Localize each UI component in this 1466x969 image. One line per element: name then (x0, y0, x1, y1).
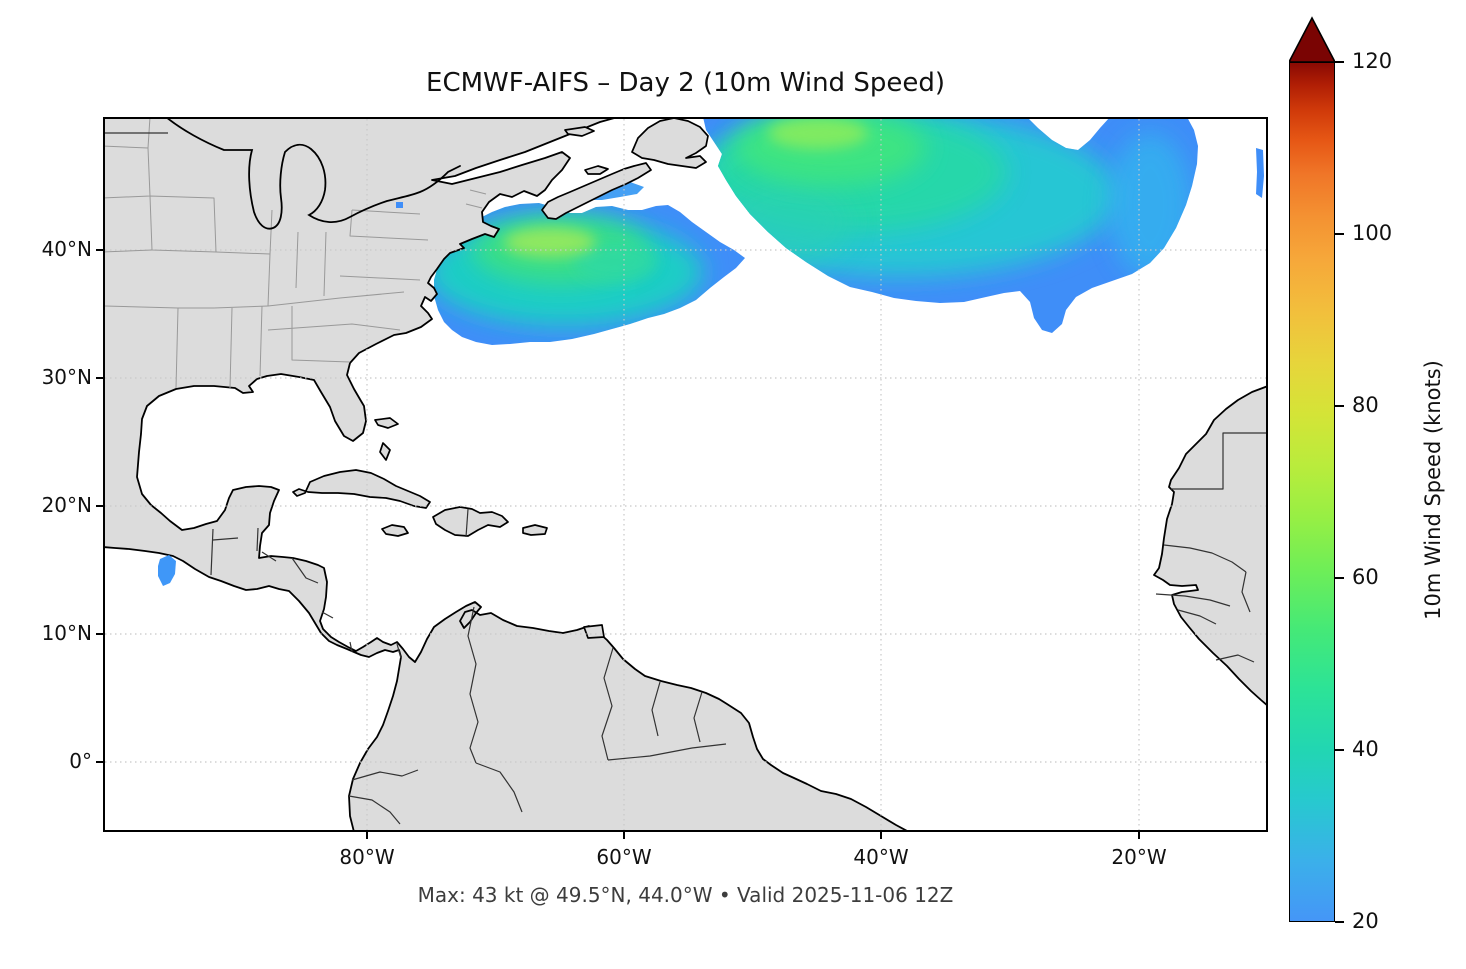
y-tickmark (96, 505, 103, 507)
colorbar-tickmark (1335, 61, 1344, 63)
y-tick-label-40n: 40°N (41, 237, 92, 261)
colorbar-tick-80: 80 (1352, 393, 1379, 417)
atlantic-wind-map (105, 119, 1266, 830)
wind-patch-northeast-edge (1256, 148, 1264, 198)
x-tick-label-60w: 60°W (596, 845, 652, 869)
land-africa (1153, 385, 1266, 706)
x-tickmark (1138, 832, 1140, 839)
colorbar-tickmark (1335, 405, 1344, 407)
island-cuba (292, 469, 431, 509)
colorbar-tick-100: 100 (1352, 221, 1393, 245)
x-tickmark (880, 832, 882, 839)
colorbar-axis-label: 10m Wind Speed (knots) (1421, 360, 1445, 620)
x-tickmark (366, 832, 368, 839)
colorbar-tick-120: 120 (1352, 49, 1393, 73)
island-jamaica (381, 524, 409, 537)
y-tick-label-10n: 10°N (41, 621, 92, 645)
y-tickmark (96, 249, 103, 251)
wind-shading-northwest-atlantic (434, 203, 745, 345)
x-tick-label-20w: 20°W (1111, 845, 1167, 869)
islands (292, 119, 709, 639)
colorbar-tickmark (1335, 233, 1344, 235)
x-tickmark (623, 832, 625, 839)
colorbar-tick-40: 40 (1352, 737, 1379, 761)
land-americas (105, 119, 908, 830)
colorbar-tick-20: 20 (1352, 909, 1379, 933)
island-trinidad (583, 624, 605, 639)
map-panel (103, 117, 1268, 832)
island-bahamas-1 (374, 417, 399, 429)
country-borders (105, 132, 1266, 825)
colorbar-tick-60: 60 (1352, 565, 1379, 589)
colorbar-tickmark (1335, 749, 1344, 751)
y-tick-label-0: 0° (69, 749, 92, 773)
colorbar-tickmark (1335, 921, 1344, 923)
island-anticosti (564, 126, 595, 137)
state-borders (105, 119, 487, 389)
island-bahamas-2 (379, 442, 391, 461)
colorbar-extend-arrow (1289, 16, 1335, 62)
x-tick-label-80w: 80°W (339, 845, 395, 869)
island-newfoundland (631, 119, 709, 169)
gridlines (105, 119, 1266, 830)
island-nova-scotia (541, 162, 652, 220)
wind-pixel-lake-ontario (396, 202, 403, 208)
colorbar-tickmark (1335, 577, 1344, 579)
y-tickmark (96, 761, 103, 763)
y-tick-label-30n: 30°N (41, 365, 92, 389)
y-tick-label-20n: 20°N (41, 493, 92, 517)
y-tickmark (96, 633, 103, 635)
wind-patch-tehuantepec (158, 555, 176, 586)
max-and-valid-caption: Max: 43 kt @ 49.5°N, 44.0°W • Valid 2025… (417, 883, 954, 907)
island-prince-edward (584, 165, 609, 175)
x-tick-label-40w: 40°W (853, 845, 909, 869)
island-hispaniola (432, 506, 509, 537)
colorbar (1289, 62, 1335, 922)
wind-shading-north-central-atlantic (703, 119, 1198, 333)
island-puerto-rico (522, 524, 548, 536)
page-title: ECMWF-AIFS – Day 2 (10m Wind Speed) (426, 68, 945, 98)
great-lakes-shoreline (167, 119, 461, 230)
y-tickmark (96, 377, 103, 379)
